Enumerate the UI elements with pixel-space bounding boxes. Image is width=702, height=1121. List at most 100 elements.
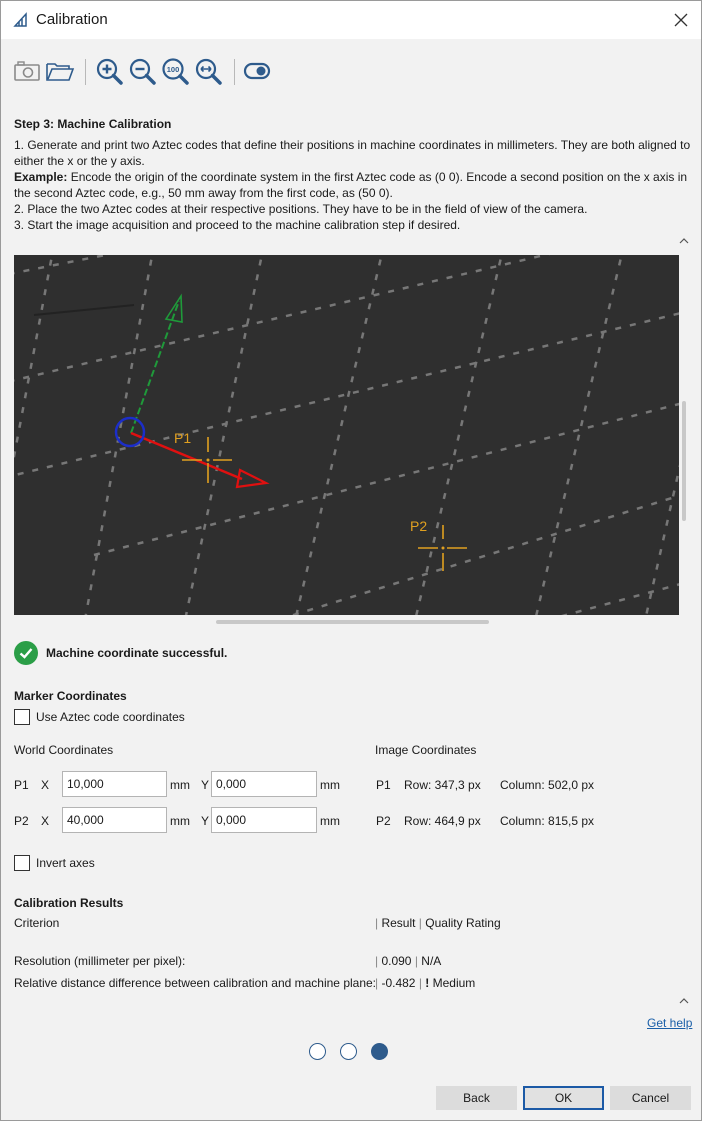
warning-icon: ! — [425, 976, 430, 990]
column-separator: | — [375, 916, 382, 930]
example-text: Encode the origin of the coordinate syst… — [14, 170, 688, 200]
back-button[interactable]: Back — [436, 1086, 517, 1110]
result-row: | 0.090 | N/A — [375, 954, 441, 968]
chevron-up-icon — [679, 998, 689, 1004]
result-header-label: Result — [381, 916, 416, 930]
horizontal-scrollbar[interactable] — [216, 620, 489, 624]
ok-button[interactable]: OK — [523, 1086, 604, 1110]
step-pager — [309, 1043, 388, 1060]
zoom-out-icon — [129, 58, 156, 85]
chevron-up-icon — [679, 238, 689, 244]
invert-axes-checkbox[interactable]: Invert axes — [14, 855, 95, 871]
instruction-line-1: 1. Generate and print two Aztec codes th… — [14, 138, 691, 168]
p2-column-value: Column: 815,5 px — [500, 814, 595, 828]
use-aztec-label: Use Aztec code coordinates — [36, 710, 185, 724]
p1-x-input[interactable]: 10,000 — [62, 771, 167, 797]
window-title: Calibration — [36, 11, 108, 28]
status-message: Machine coordinate successful. — [46, 646, 228, 660]
column-separator: | — [375, 954, 382, 968]
zoom-100-button[interactable]: 100 — [159, 55, 191, 87]
quality-rating: N/A — [421, 954, 442, 968]
p1-y-input[interactable]: 0,000 — [211, 771, 317, 797]
title-bar: Calibration — [1, 1, 701, 39]
p1-image-label: P1 — [376, 778, 391, 792]
app-logo-icon — [13, 12, 27, 27]
vertical-scrollbar[interactable] — [682, 401, 686, 521]
p2-y-input[interactable]: 0,000 — [211, 807, 317, 833]
column-separator: | — [411, 954, 422, 968]
world-coordinates-label: World Coordinates — [14, 743, 114, 757]
column-separator: | — [415, 916, 426, 930]
open-folder-button[interactable] — [44, 55, 76, 87]
step-dot-2[interactable] — [340, 1043, 357, 1060]
get-help-link[interactable]: Get help — [647, 1016, 693, 1030]
zoom-100-text: 100 — [167, 65, 180, 74]
zoom-in-button[interactable] — [93, 55, 125, 87]
p2-marker-label: P2 — [410, 518, 427, 534]
cancel-button[interactable]: Cancel — [610, 1086, 691, 1110]
toolbar: 100 — [1, 49, 701, 91]
p1-x-unit: mm — [170, 778, 190, 792]
checkbox-box[interactable] — [14, 855, 30, 871]
overlay-toggle-button[interactable] — [241, 55, 273, 87]
zoom-100-icon: 100 — [162, 58, 189, 85]
close-button[interactable] — [665, 6, 697, 34]
p2-image-label: P2 — [376, 814, 391, 828]
step-title: Step 3: Machine Calibration — [14, 117, 172, 131]
camera-view[interactable]: P1 P2 — [14, 255, 679, 615]
column-separator: | — [375, 976, 382, 990]
result-row: | -0.482 | ! Medium — [375, 976, 475, 990]
p2-x-unit: mm — [170, 814, 190, 828]
calibration-status: Machine coordinate successful. — [14, 641, 227, 665]
p1-y-unit: mm — [320, 778, 340, 792]
p1-column-value: Column: 502,0 px — [500, 778, 595, 792]
p1-label: P1 — [14, 778, 29, 792]
result-header: | Result | Quality Rating — [375, 916, 501, 930]
column-separator: | — [415, 976, 426, 990]
p1-row-value: Row: 347,3 px — [404, 778, 481, 792]
success-check-icon — [14, 641, 38, 665]
marker-coordinates-title: Marker Coordinates — [14, 689, 127, 703]
result-criterion: Relative distance difference between cal… — [14, 976, 377, 990]
p2-label: P2 — [14, 814, 29, 828]
p2-y-unit: mm — [320, 814, 340, 828]
quality-rating: Medium — [432, 976, 476, 990]
result-value: -0.482 — [381, 976, 416, 990]
collapse-instructions-button[interactable] — [679, 236, 689, 248]
toggle-icon — [243, 62, 271, 80]
instruction-example: Example: Encode the origin of the coordi… — [14, 169, 694, 201]
result-criterion: Resolution (millimeter per pixel): — [14, 954, 186, 968]
zoom-out-button[interactable] — [126, 55, 158, 87]
example-label: Example: — [14, 170, 68, 184]
toolbar-separator — [85, 59, 86, 85]
folder-open-icon — [46, 63, 75, 81]
p1-marker-label: P1 — [174, 430, 191, 446]
instruction-line-3: 3. Start the image acquisition and proce… — [14, 218, 461, 232]
step-dot-3[interactable] — [371, 1043, 388, 1060]
p2-x-input[interactable]: 40,000 — [62, 807, 167, 833]
p1-y-label: Y — [201, 778, 210, 792]
image-coordinates-label: Image Coordinates — [375, 743, 477, 757]
collapse-results-button[interactable] — [679, 996, 689, 1008]
p2-row-value: Row: 464,9 px — [404, 814, 481, 828]
toolbar-separator — [234, 59, 235, 85]
camera-button[interactable] — [11, 55, 43, 87]
quality-header-label: Quality Rating — [425, 916, 501, 930]
p1-x-label: X — [41, 778, 50, 792]
use-aztec-checkbox[interactable]: Use Aztec code coordinates — [14, 709, 185, 725]
p2-y-label: Y — [201, 814, 210, 828]
result-value: 0.090 — [381, 954, 412, 968]
instruction-line-2: 2. Place the two Aztec codes at their re… — [14, 202, 588, 216]
criterion-header: Criterion — [14, 916, 60, 930]
zoom-fit-icon — [195, 58, 222, 85]
calibration-results-title: Calibration Results — [14, 896, 124, 910]
zoom-fit-button[interactable] — [192, 55, 224, 87]
step-dot-1[interactable] — [309, 1043, 326, 1060]
camera-icon — [14, 61, 40, 81]
invert-axes-label: Invert axes — [36, 856, 95, 870]
p2-x-label: X — [41, 814, 50, 828]
close-icon — [674, 13, 688, 27]
checkbox-box[interactable] — [14, 709, 30, 725]
camera-image: P1 P2 — [14, 255, 679, 615]
